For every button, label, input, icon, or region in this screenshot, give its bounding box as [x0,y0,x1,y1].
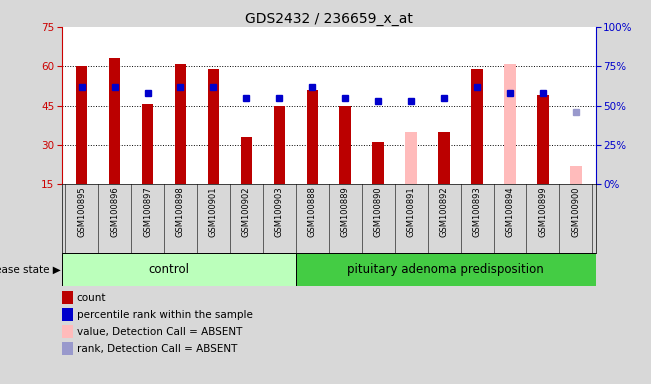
Text: GSM100888: GSM100888 [308,186,317,237]
Title: GDS2432 / 236659_x_at: GDS2432 / 236659_x_at [245,12,413,26]
Bar [372,142,384,184]
Text: GSM100900: GSM100900 [572,186,581,237]
Bar [273,106,285,184]
Bar [76,66,87,184]
Bar [471,69,483,184]
Bar [241,137,252,184]
Text: GSM100897: GSM100897 [143,186,152,237]
Text: GSM100890: GSM100890 [374,186,383,237]
Bar [505,64,516,184]
Bar [570,166,581,184]
Bar [109,58,120,184]
Text: GSM100894: GSM100894 [505,186,514,237]
Text: GSM100901: GSM100901 [209,186,218,237]
Bar [307,90,318,184]
Text: percentile rank within the sample: percentile rank within the sample [77,310,253,320]
Bar [537,95,549,184]
Bar [339,106,351,184]
Bar [142,104,153,184]
Text: count: count [77,293,106,303]
Text: GSM100899: GSM100899 [538,186,547,237]
Bar [62,291,73,304]
Text: GSM100898: GSM100898 [176,186,185,237]
Text: GSM100892: GSM100892 [439,186,449,237]
Bar [174,64,186,184]
Text: GSM100891: GSM100891 [407,186,415,237]
Text: GSM100893: GSM100893 [473,186,482,237]
Text: GSM100896: GSM100896 [110,186,119,237]
Bar [406,132,417,184]
Bar [296,253,596,286]
Text: GSM100889: GSM100889 [340,186,350,237]
Text: disease state ▶: disease state ▶ [0,265,61,275]
Bar [62,325,73,338]
Bar [62,308,73,321]
Text: rank, Detection Call = ABSENT: rank, Detection Call = ABSENT [77,344,237,354]
Text: pituitary adenoma predisposition: pituitary adenoma predisposition [348,263,544,276]
Text: GSM100902: GSM100902 [242,186,251,237]
Text: GSM100895: GSM100895 [77,186,86,237]
Text: value, Detection Call = ABSENT: value, Detection Call = ABSENT [77,327,242,337]
Text: GSM100903: GSM100903 [275,186,284,237]
Text: control: control [148,263,189,276]
Bar [438,132,450,184]
Bar [62,253,296,286]
Bar [62,342,73,355]
Bar [208,69,219,184]
